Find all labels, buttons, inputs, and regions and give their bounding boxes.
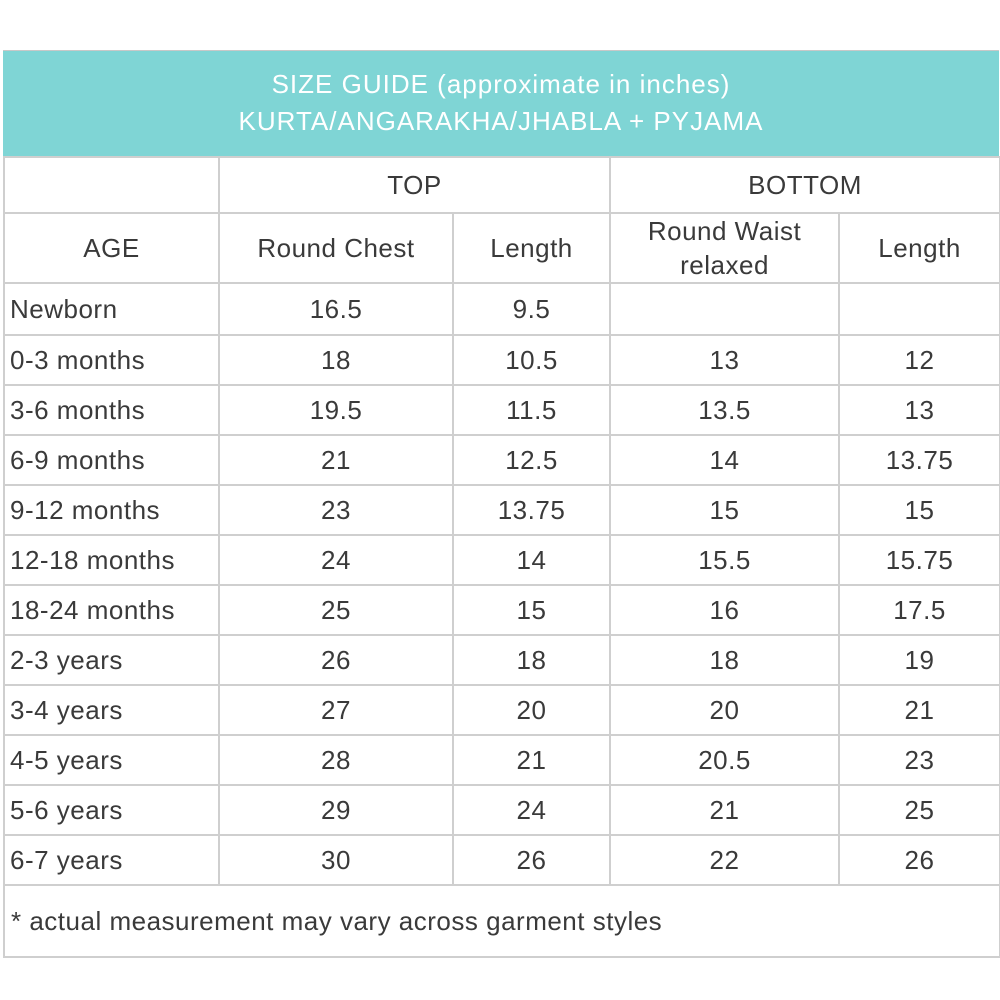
cell-age: 5-6 years xyxy=(3,784,220,836)
cell-top-length: 12.5 xyxy=(451,434,612,486)
group-header-top: TOP xyxy=(217,156,612,214)
table-row: 0-3 months 18 10.5 13 12 xyxy=(3,334,1000,386)
title-line-1: SIZE GUIDE (approximate in inches) xyxy=(271,69,731,99)
cell-round-chest: 28 xyxy=(218,734,454,786)
cell-round-chest: 18 xyxy=(218,334,454,386)
cell-top-length: 15 xyxy=(451,584,612,636)
cell-top-length: 13.75 xyxy=(451,484,612,536)
cell-age: 4-5 years xyxy=(3,734,220,786)
cell-age: 9-12 months xyxy=(3,484,220,536)
cell-bottom-length: 12 xyxy=(838,334,1000,386)
cell-round-waist xyxy=(609,282,841,336)
cell-round-waist: 20 xyxy=(609,684,841,736)
table-row: 18-24 months 25 15 16 17.5 xyxy=(3,584,1000,636)
cell-top-length: 18 xyxy=(451,634,612,686)
cell-round-waist: 13.5 xyxy=(609,384,841,436)
table-row: 9-12 months 23 13.75 15 15 xyxy=(3,484,1000,536)
size-table: TOP BOTTOM AGE Round Chest Length Round … xyxy=(2,156,1000,958)
cell-age: 0-3 months xyxy=(3,334,220,386)
table-row: 6-7 years 30 26 22 26 xyxy=(3,834,1000,886)
cell-bottom-length xyxy=(838,282,1000,336)
title-band: SIZE GUIDE (approximate in inches) KURTA… xyxy=(3,50,999,156)
cell-bottom-length: 25 xyxy=(838,784,1000,836)
cell-bottom-length: 15.75 xyxy=(838,534,1000,586)
column-header-round-waist: Round Waist relaxed xyxy=(609,212,841,284)
cell-round-waist: 20.5 xyxy=(609,734,841,786)
cell-round-chest: 19.5 xyxy=(218,384,454,436)
group-header-bottom: BOTTOM xyxy=(609,156,1000,214)
column-header-bottom-length: Length xyxy=(838,212,1000,284)
column-header-round-chest: Round Chest xyxy=(218,212,454,284)
cell-age: 3-6 months xyxy=(3,384,220,436)
table-row: 12-18 months 24 14 15.5 15.75 xyxy=(3,534,1000,586)
cell-round-waist: 13 xyxy=(609,334,841,386)
column-header-row: AGE Round Chest Length Round Waist relax… xyxy=(3,212,1000,284)
group-header-row: TOP BOTTOM xyxy=(3,156,1000,214)
cell-top-length: 10.5 xyxy=(451,334,612,386)
cell-round-waist: 15.5 xyxy=(609,534,841,586)
table-row: Newborn 16.5 9.5 xyxy=(3,282,1000,336)
cell-bottom-length: 13.75 xyxy=(838,434,1000,486)
empty-corner-cell xyxy=(3,156,220,214)
cell-round-waist: 18 xyxy=(609,634,841,686)
cell-round-waist: 15 xyxy=(609,484,841,536)
title-line-2: KURTA/ANGARAKHA/JHABLA + PYJAMA xyxy=(238,106,764,136)
cell-top-length: 9.5 xyxy=(451,282,612,336)
footnote: * actual measurement may vary across gar… xyxy=(2,884,1000,958)
cell-age: 12-18 months xyxy=(3,534,220,586)
cell-round-chest: 16.5 xyxy=(218,282,454,336)
cell-round-waist: 14 xyxy=(609,434,841,486)
table-row: 6-9 months 21 12.5 14 13.75 xyxy=(3,434,1000,486)
cell-top-length: 20 xyxy=(451,684,612,736)
footnote-row: * actual measurement may vary across gar… xyxy=(2,884,1000,958)
cell-age: Newborn xyxy=(3,282,220,336)
cell-top-length: 21 xyxy=(451,734,612,786)
table-row: 3-4 years 27 20 20 21 xyxy=(3,684,1000,736)
cell-age: 3-4 years xyxy=(3,684,220,736)
cell-round-waist: 22 xyxy=(609,834,841,886)
cell-round-chest: 24 xyxy=(218,534,454,586)
cell-round-waist: 16 xyxy=(609,584,841,636)
cell-top-length: 24 xyxy=(451,784,612,836)
cell-bottom-length: 23 xyxy=(838,734,1000,786)
cell-bottom-length: 13 xyxy=(838,384,1000,436)
cell-age: 6-7 years xyxy=(3,834,220,886)
column-header-age: AGE xyxy=(3,212,220,284)
cell-bottom-length: 19 xyxy=(838,634,1000,686)
table-row: 5-6 years 29 24 21 25 xyxy=(3,784,1000,836)
cell-top-length: 11.5 xyxy=(451,384,612,436)
cell-round-chest: 23 xyxy=(218,484,454,536)
cell-round-chest: 30 xyxy=(218,834,454,886)
cell-age: 2-3 years xyxy=(3,634,220,686)
table-body: Newborn 16.5 9.5 0-3 months 18 10.5 13 12 3-6 mo… xyxy=(3,282,1000,886)
cell-bottom-length: 26 xyxy=(838,834,1000,886)
cell-age: 18-24 months xyxy=(3,584,220,636)
cell-round-chest: 29 xyxy=(218,784,454,836)
cell-round-chest: 25 xyxy=(218,584,454,636)
cell-top-length: 14 xyxy=(451,534,612,586)
cell-round-chest: 26 xyxy=(218,634,454,686)
cell-bottom-length: 15 xyxy=(838,484,1000,536)
table-row: 4-5 years 28 21 20.5 23 xyxy=(3,734,1000,786)
column-header-top-length: Length xyxy=(451,212,612,284)
cell-bottom-length: 21 xyxy=(838,684,1000,736)
cell-top-length: 26 xyxy=(451,834,612,886)
cell-round-chest: 27 xyxy=(218,684,454,736)
table-row: 2-3 years 26 18 18 19 xyxy=(3,634,1000,686)
cell-bottom-length: 17.5 xyxy=(838,584,1000,636)
cell-round-chest: 21 xyxy=(218,434,454,486)
cell-round-waist: 21 xyxy=(609,784,841,836)
cell-age: 6-9 months xyxy=(3,434,220,486)
table-row: 3-6 months 19.5 11.5 13.5 13 xyxy=(3,384,1000,436)
